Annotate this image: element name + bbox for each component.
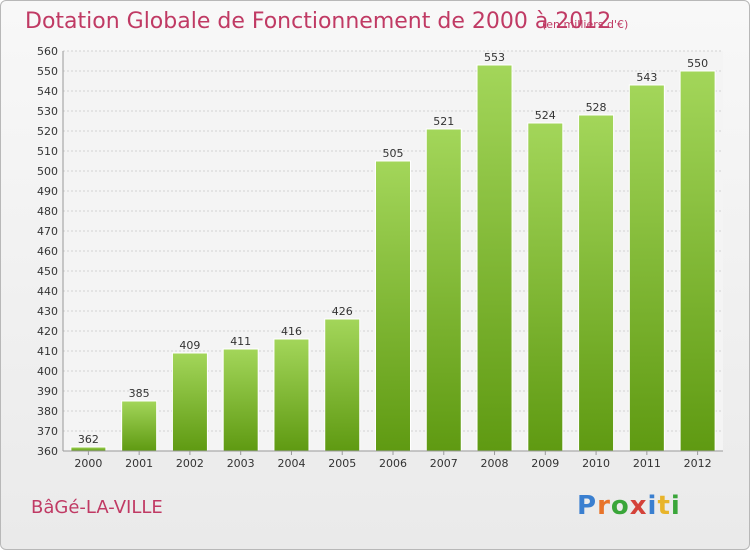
value-label-2011: 543 xyxy=(636,71,657,84)
y-tick-label: 470 xyxy=(37,225,58,238)
x-tick-label-2012: 2012 xyxy=(684,457,712,470)
bar-2001 xyxy=(121,400,158,452)
x-tick-label-2010: 2010 xyxy=(582,457,610,470)
value-label-2004: 416 xyxy=(281,325,302,338)
chart-title: Dotation Globale de Fonctionnement de 20… xyxy=(25,9,612,34)
bar-2008 xyxy=(476,64,513,452)
y-tick-label: 490 xyxy=(37,185,58,198)
y-tick-label: 370 xyxy=(37,425,58,438)
x-tick-label-2007: 2007 xyxy=(430,457,458,470)
bar-2004 xyxy=(273,338,310,452)
bar-2007 xyxy=(425,128,462,452)
y-tick-label: 410 xyxy=(37,345,58,358)
logo-letter: t xyxy=(657,491,671,521)
y-tick-label: 460 xyxy=(37,245,58,258)
x-tick-label-2009: 2009 xyxy=(531,457,559,470)
y-tick-label: 450 xyxy=(37,265,58,278)
value-label-2012: 550 xyxy=(687,57,708,70)
value-label-2002: 409 xyxy=(179,339,200,352)
logo-letter: o xyxy=(610,491,630,521)
value-label-2007: 521 xyxy=(433,115,454,128)
y-tick-label: 360 xyxy=(37,445,58,458)
bar-2010 xyxy=(578,114,615,452)
value-label-2006: 505 xyxy=(383,147,404,160)
y-tick-label: 560 xyxy=(37,45,58,58)
bar-2003 xyxy=(222,348,259,452)
logo-letter: x xyxy=(629,491,648,521)
bar-2000 xyxy=(70,446,107,452)
x-tick-label-2002: 2002 xyxy=(176,457,204,470)
value-label-2009: 524 xyxy=(535,109,556,122)
value-label-2003: 411 xyxy=(230,335,251,348)
y-tick-label: 480 xyxy=(37,205,58,218)
bar-2006 xyxy=(375,160,411,452)
x-tick-label-2011: 2011 xyxy=(633,457,661,470)
y-tick-label: 430 xyxy=(37,305,58,318)
x-tick-label-2005: 2005 xyxy=(328,457,356,470)
value-label-2010: 528 xyxy=(586,101,607,114)
logo-letter: i xyxy=(647,491,658,521)
y-tick-label: 390 xyxy=(37,385,58,398)
bar-2012 xyxy=(679,70,716,452)
y-tick-label: 420 xyxy=(37,325,58,338)
chart-unit-note: (en milliers d'€) xyxy=(542,18,629,31)
logo-letter: r xyxy=(597,491,611,521)
x-tick-label-2006: 2006 xyxy=(379,457,407,470)
logo-letter: P xyxy=(577,491,598,521)
logo-letter: i xyxy=(670,491,681,521)
y-tick-label: 550 xyxy=(37,65,58,78)
value-label-2000: 362 xyxy=(78,433,99,446)
bars: 362 385 409 411 416 426 505 521 553 524 528 543 550 xyxy=(70,51,716,452)
bar-2009 xyxy=(527,122,564,452)
proxiti-logo: Proxiti xyxy=(577,491,681,521)
y-tick-label: 510 xyxy=(37,145,58,158)
y-tick-label: 520 xyxy=(37,125,58,138)
commune-name: BâGé-LA-VILLE xyxy=(31,497,163,518)
x-tick-label-2001: 2001 xyxy=(125,457,153,470)
y-tick-label: 380 xyxy=(37,405,58,418)
y-tick-label: 400 xyxy=(37,365,58,378)
x-tick-label-2000: 2000 xyxy=(74,457,102,470)
y-tick-label: 530 xyxy=(37,105,58,118)
axes: 360 370 380 390 400 410 420 430 440 450 460 470 480 4… xyxy=(37,45,723,470)
x-tick-label-2008: 2008 xyxy=(481,457,509,470)
y-tick-label: 440 xyxy=(37,285,58,298)
bar-2011 xyxy=(628,84,665,452)
bar-2005 xyxy=(324,318,361,452)
value-label-2001: 385 xyxy=(129,387,150,400)
x-tick-label-2003: 2003 xyxy=(227,457,255,470)
y-tick-label: 540 xyxy=(37,85,58,98)
bar-2002 xyxy=(171,352,208,452)
x-tick-label-2004: 2004 xyxy=(277,457,305,470)
value-label-2008: 553 xyxy=(484,51,505,64)
y-tick-label: 500 xyxy=(37,165,58,178)
value-label-2005: 426 xyxy=(332,305,353,318)
